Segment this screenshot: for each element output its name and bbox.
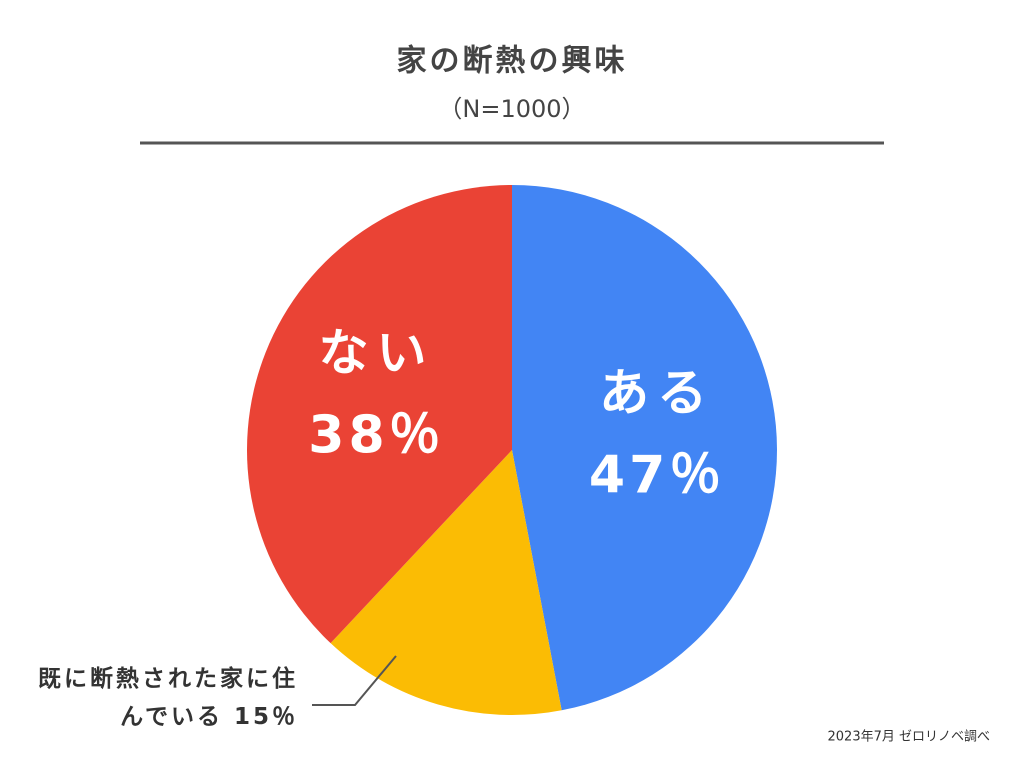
slice-category: ある bbox=[599, 364, 715, 422]
slice-label: 既に断熱された家に住んでいる 15％ bbox=[36, 660, 298, 736]
leader-line bbox=[312, 655, 397, 706]
source-note: 2023年7月 ゼロリノベ調べ bbox=[828, 730, 991, 745]
slice-value-label: 15％ bbox=[233, 704, 298, 730]
slice-category: ない bbox=[318, 324, 434, 382]
chart-title: 家の断熱の興味 bbox=[397, 44, 628, 79]
pie bbox=[247, 185, 777, 715]
chart-subtitle: （N=1000） bbox=[438, 95, 585, 123]
slice-category: 既に断熱された家に住んでいる bbox=[38, 666, 298, 730]
pie-slice bbox=[330, 450, 562, 715]
slice-value-label: 47％ bbox=[589, 445, 725, 505]
slice-value-label: 38％ bbox=[308, 405, 444, 465]
pie-slice bbox=[512, 185, 777, 711]
pie-slice bbox=[247, 185, 512, 644]
